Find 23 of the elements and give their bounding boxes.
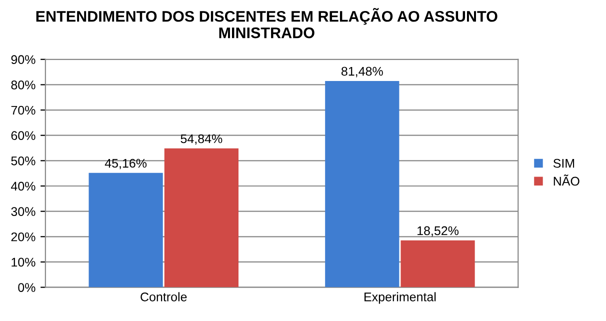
bar bbox=[325, 80, 400, 288]
legend-label: NÃO bbox=[554, 174, 580, 186]
y-tick-label: 80% bbox=[11, 80, 36, 90]
y-tick-label: 0% bbox=[18, 283, 36, 292]
y-tick-label: 30% bbox=[11, 207, 36, 216]
legend-label: SIM bbox=[553, 158, 574, 168]
x-tick-label: Experimental bbox=[364, 292, 436, 304]
y-tick-label: 10% bbox=[12, 258, 36, 267]
bar bbox=[400, 240, 475, 288]
y-tick-label: 40% bbox=[10, 182, 36, 191]
y-tick-label: 70% bbox=[11, 106, 36, 115]
bar bbox=[164, 148, 238, 288]
y-tick-label: 60% bbox=[11, 131, 36, 140]
chart-title: ENTENDIMENTO DOS DISCENTES EM RELAÇÃO AO ASSUNTO MINISTRADO bbox=[36, 8, 498, 38]
y-tick-label: 90% bbox=[11, 55, 36, 64]
y-tick-label: 20% bbox=[11, 232, 36, 242]
data-label: 18,52% bbox=[418, 226, 459, 237]
data-label: 81,48% bbox=[341, 66, 383, 78]
y-tick-label: 50% bbox=[11, 156, 36, 166]
data-label: 54,84% bbox=[180, 134, 222, 145]
x-tick-label: Controle bbox=[140, 292, 187, 302]
data-label: 45,16% bbox=[104, 158, 147, 170]
bar bbox=[88, 172, 163, 288]
